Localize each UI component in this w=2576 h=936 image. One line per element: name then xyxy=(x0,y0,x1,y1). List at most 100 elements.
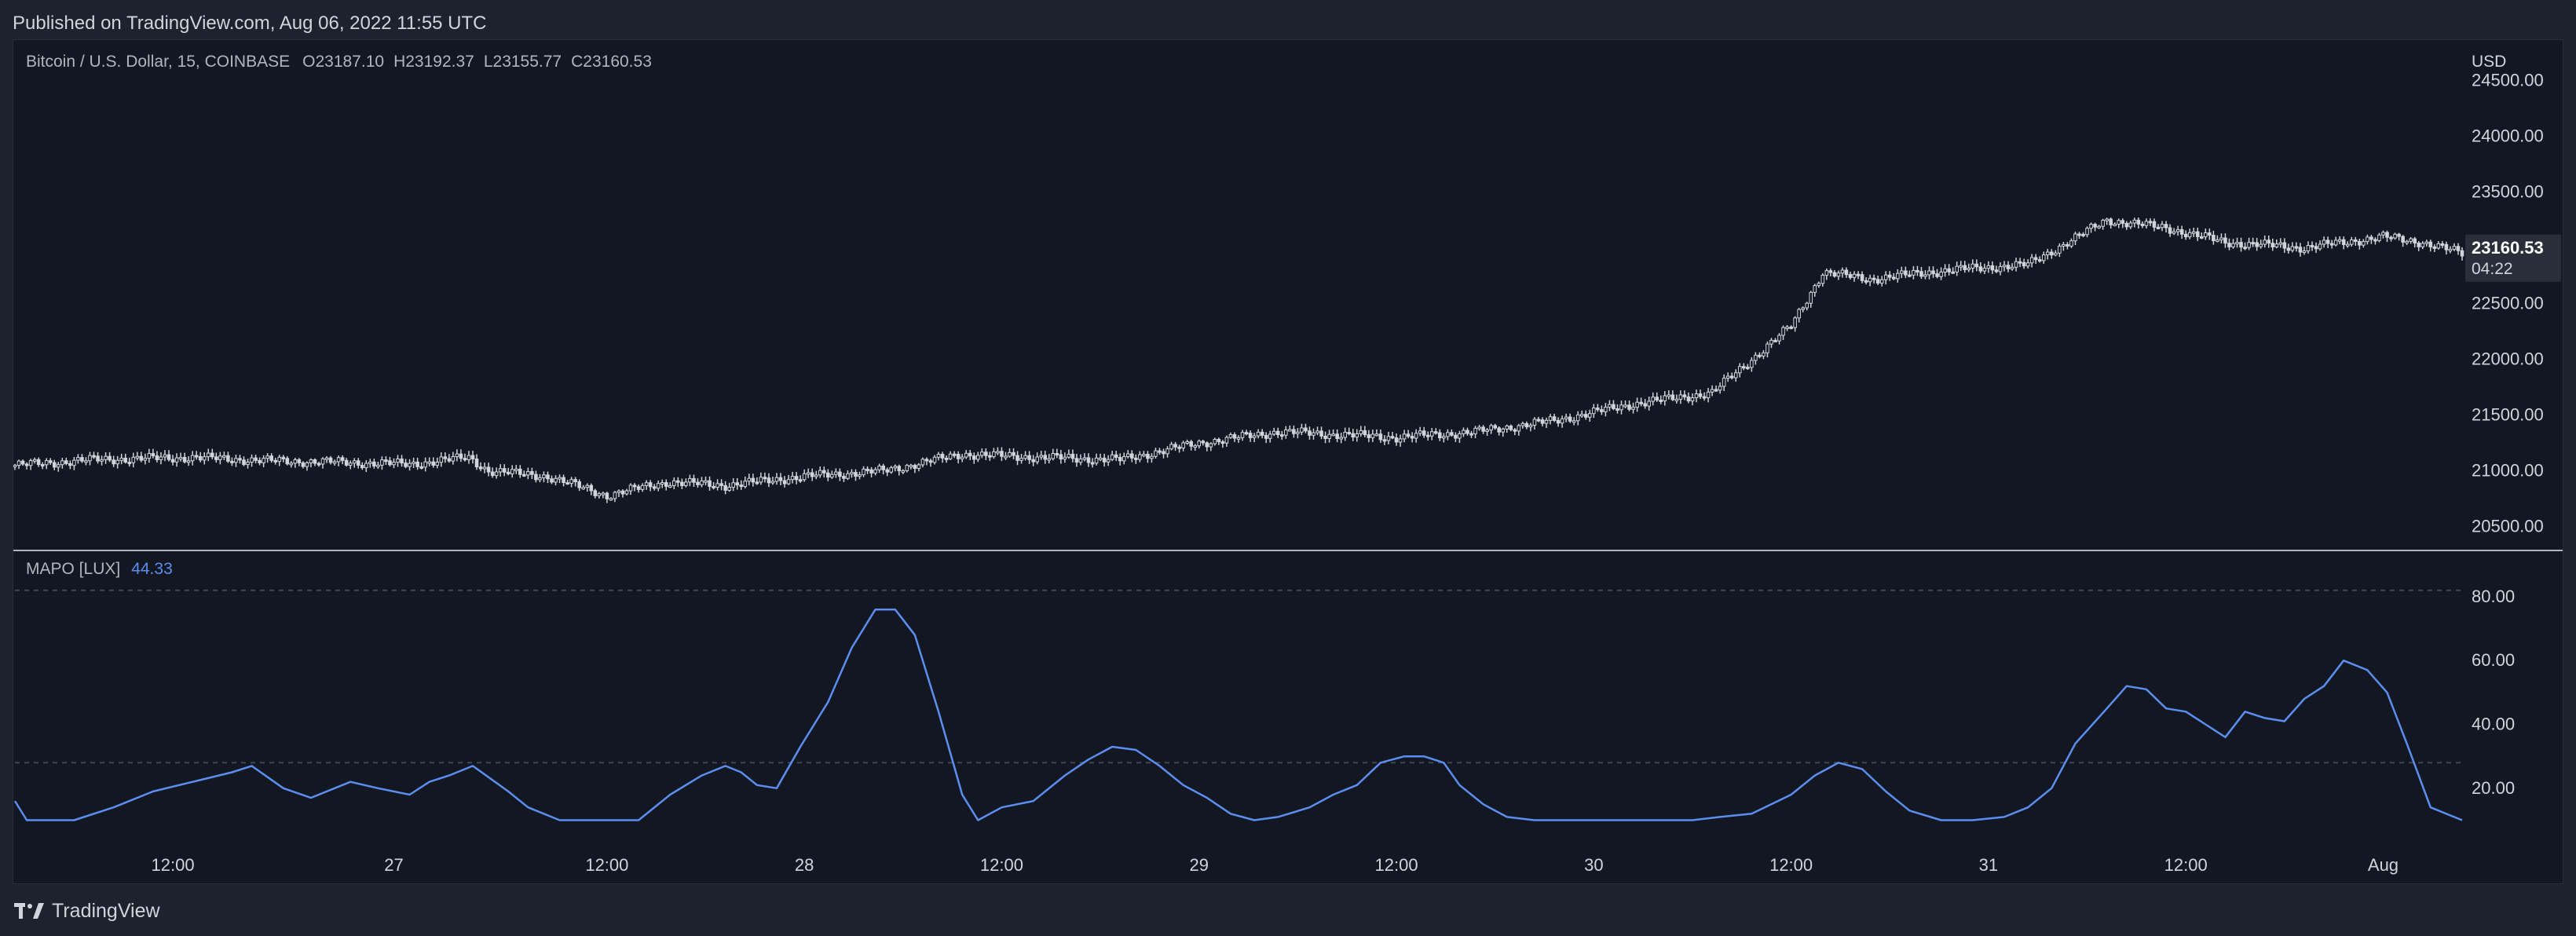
candle-body xyxy=(2333,239,2338,246)
candle-body xyxy=(1319,430,1323,437)
candle-body xyxy=(1572,420,1576,423)
candle-body xyxy=(2179,229,2184,235)
candle-body xyxy=(2128,222,2133,228)
candle-body xyxy=(392,462,396,466)
candle-body xyxy=(439,456,444,463)
time-axis-label: 27 xyxy=(384,855,403,875)
candle-body xyxy=(2216,239,2219,242)
chart-frame[interactable]: USD 20500.00 21000.00 21500.00 22000.00 22500… xyxy=(13,39,2563,884)
candle-body xyxy=(1051,453,1056,459)
candle-body xyxy=(696,481,700,485)
time-axis-label: Aug xyxy=(2368,855,2399,875)
candle-body xyxy=(905,465,909,471)
candle-body xyxy=(376,464,380,467)
candle-body xyxy=(1939,271,1943,277)
candle-body xyxy=(1347,432,1352,435)
candle-body xyxy=(1813,285,1817,293)
candle-body xyxy=(2448,248,2453,251)
candle-body xyxy=(688,477,692,483)
candle-body xyxy=(2050,251,2054,256)
price-legend-h-value: 23192.37 xyxy=(405,53,474,71)
candle-body xyxy=(285,458,290,465)
candle-body xyxy=(865,468,869,471)
mapo-series-line xyxy=(13,608,2463,821)
candle-body xyxy=(1125,453,1130,457)
price-legend-o-value: 23187.10 xyxy=(315,53,384,71)
candle-body xyxy=(1043,455,1048,460)
candle-body xyxy=(1742,366,1746,369)
tradingview-logo-icon[interactable] xyxy=(14,902,44,920)
candle-body xyxy=(1150,455,1154,459)
candle-body xyxy=(952,453,957,456)
candle-body xyxy=(364,463,368,469)
candle-body xyxy=(28,460,33,466)
candle-body xyxy=(2310,245,2314,248)
candle-body xyxy=(1832,272,1837,277)
candle-body xyxy=(960,456,964,459)
candle-body xyxy=(897,466,902,472)
candle-body xyxy=(2290,246,2295,251)
candle-body xyxy=(2432,246,2437,249)
candle-body xyxy=(2314,246,2318,250)
candle-body xyxy=(1304,427,1308,432)
candle-body xyxy=(1098,457,1103,460)
candle-body xyxy=(301,462,306,467)
candle-body xyxy=(1824,270,1829,276)
candle-body xyxy=(609,498,613,501)
candle-body xyxy=(573,479,577,483)
candle-body xyxy=(2187,232,2192,238)
candle-body xyxy=(486,466,491,473)
candle-body xyxy=(826,472,830,478)
candle-body xyxy=(1473,427,1477,434)
candle-body xyxy=(2322,239,2326,245)
candle-body xyxy=(1714,389,1718,392)
price-axis-tick: 21000.00 xyxy=(2472,461,2544,481)
candle-body xyxy=(2002,265,2007,268)
candle-body xyxy=(522,473,526,477)
candle-body xyxy=(502,468,507,473)
candle-body xyxy=(1165,448,1169,455)
candle-body xyxy=(869,469,873,473)
candle-body xyxy=(1284,429,1288,436)
candle-body xyxy=(577,481,581,488)
candle-body xyxy=(478,466,483,470)
candle-body xyxy=(297,459,302,463)
candle-body xyxy=(262,458,265,463)
candle-body xyxy=(1947,268,1951,272)
candle-body xyxy=(980,452,984,456)
candle-body xyxy=(1797,309,1801,319)
candle-body xyxy=(2413,238,2417,243)
candle-body xyxy=(1694,393,1699,399)
candle-body xyxy=(546,474,550,480)
candle-body xyxy=(1801,307,1805,310)
candle-body xyxy=(1481,426,1485,432)
candle-body xyxy=(451,455,456,462)
candle-body xyxy=(704,480,708,483)
candle-body xyxy=(2054,252,2058,256)
candle-body xyxy=(131,456,136,463)
candle-body xyxy=(854,472,858,477)
candle-body xyxy=(628,484,633,492)
candle-body xyxy=(1300,427,1304,433)
candle-body xyxy=(2440,243,2445,246)
candle-body xyxy=(1908,274,1912,277)
candle-body xyxy=(163,454,167,458)
candle-body xyxy=(2329,243,2334,246)
footer-brand[interactable]: TradingView xyxy=(52,899,160,922)
candle-body xyxy=(76,457,80,461)
candle-body xyxy=(226,455,230,462)
price-legend-l-label: L xyxy=(484,53,493,71)
candle-body xyxy=(664,482,668,487)
candle-body xyxy=(1410,436,1414,439)
chart-svg[interactable]: USD 20500.00 21000.00 21500.00 22000.00 22500… xyxy=(13,40,2563,883)
candle-body xyxy=(562,477,565,484)
candle-body xyxy=(2223,237,2227,244)
candle-body xyxy=(1047,458,1052,461)
candle-body xyxy=(747,477,752,482)
candle-body xyxy=(88,455,92,462)
candle-body xyxy=(1900,270,1904,274)
candle-body xyxy=(119,457,123,461)
candle-body xyxy=(932,456,937,463)
candle-body xyxy=(1158,450,1162,453)
candle-body xyxy=(305,462,309,467)
